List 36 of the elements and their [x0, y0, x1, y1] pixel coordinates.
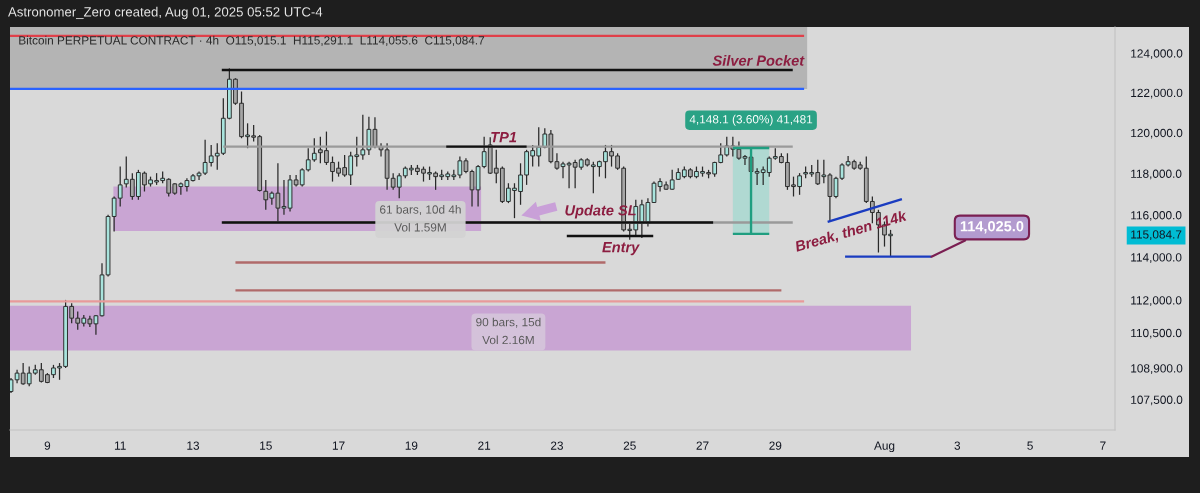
x-tick-label: 29 — [769, 441, 782, 450]
y-tick-label: 124,000.0 — [1131, 49, 1183, 60]
x-tick-label: 9 — [44, 441, 51, 450]
annotation: 90 bars, 15d Vol 2.16M — [476, 317, 541, 345]
y-tick-label: 118,000.0 — [1131, 169, 1182, 180]
y-tick-label: 122,000.0 — [1131, 88, 1183, 99]
x-tick-label: 5 — [1027, 441, 1033, 450]
x-tick-label: 21 — [478, 441, 491, 450]
annotation: TP1 — [491, 132, 517, 143]
x-tick-label: 11 — [114, 441, 126, 450]
annotation: Entry — [602, 242, 640, 256]
x-tick-label: 3 — [954, 441, 961, 450]
annotation: 61 bars, 10d 4h Vol 1.59M — [380, 205, 461, 232]
y-tick-label: 120,000.0 — [1131, 128, 1183, 139]
y-tick-label: 107,500.0 — [1131, 395, 1183, 406]
y-tick-label: 110,500.0 — [1131, 328, 1182, 339]
y-tick-label: 112,000.0 — [1131, 296, 1182, 306]
x-tick-label: 27 — [696, 441, 709, 450]
x-tick-label: Aug — [874, 441, 895, 453]
x-tick-label: 15 — [260, 441, 272, 450]
annotation: Silver Pocket — [712, 55, 805, 66]
y-tick-label: 116,000.0 — [1131, 211, 1182, 221]
x-tick-label: 17 — [332, 441, 345, 450]
annotation: Break, then 114k — [794, 209, 909, 254]
x-tick-label: 19 — [405, 441, 418, 450]
x-tick-label: 7 — [1100, 441, 1106, 450]
annotation: 4,148.1 (3.60%) 41,481 — [689, 114, 813, 126]
y-tick-label: 108,900.0 — [1131, 364, 1183, 374]
annotation: 114,025.0 — [960, 221, 1024, 234]
y-tick-label: 115,084.7 — [1131, 230, 1182, 241]
x-tick-label: 13 — [187, 441, 200, 450]
x-tick-label: 25 — [623, 441, 636, 450]
x-tick-label: 23 — [550, 441, 563, 450]
text: Bitcoin PERPETUAL CONTRACT · 4h O115,015.1 H115,291.1 L114,055.6 C115,084.7 — [19, 35, 485, 46]
y-tick-label: 114,000.0 — [1131, 253, 1182, 263]
chart-title: Astronomer_Zero created, Aug 01, 2025 05:52 UTC-4 — [8, 6, 323, 20]
